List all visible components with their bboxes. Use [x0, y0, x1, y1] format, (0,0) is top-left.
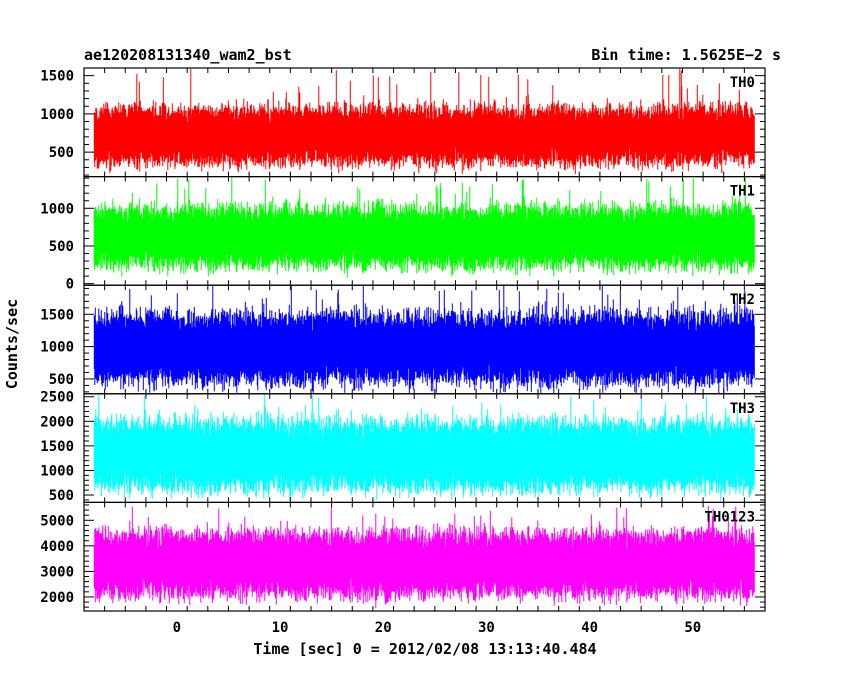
y-tick-label-th1: 1000 [40, 201, 74, 217]
panel-label-th0123: TH0123 [704, 509, 755, 525]
x-tick-label: 50 [684, 620, 701, 636]
panel-label-th3: TH3 [730, 401, 755, 417]
panel-label-th1: TH1 [730, 184, 755, 200]
lightcurve-th1 [93, 177, 755, 278]
panel-frame-th0123 [83, 501, 766, 612]
y-tick-label-th2: 1000 [40, 340, 74, 356]
y-tick-label-th0123: 5000 [40, 513, 74, 529]
y-tick-label-th0: 500 [49, 145, 74, 161]
y-tick-label-th3: 1500 [40, 439, 74, 455]
y-tick-label-th0: 1500 [40, 69, 74, 85]
y-tick-label-th0123: 2000 [40, 590, 74, 606]
y-tick-label-th0123: 3000 [40, 564, 74, 580]
y-tick-label-th3: 2500 [40, 390, 74, 406]
x-tick-label: 30 [478, 620, 495, 636]
lightcurve-th2 [93, 285, 755, 394]
y-tick-label-th2: 500 [49, 372, 74, 388]
plot-title: ae120208131340_wam2_bst [84, 46, 292, 64]
panels-layer [93, 68, 755, 609]
y-tick-label-th0: 1000 [40, 107, 74, 123]
panel-label-th2: TH2 [730, 292, 755, 308]
y-tick-label-th3: 2000 [40, 414, 74, 430]
lightcurve-th0123 [93, 506, 755, 609]
y-tick-label-th2: 1500 [40, 307, 74, 323]
y-axis-label: Counts/sec [3, 299, 21, 389]
y-tick-label-th1: 0 [66, 277, 74, 293]
bin-time-label: Bin time: 1.5625E−2 s [591, 46, 781, 64]
x-axis-label: Time [sec] 0 = 2012/02/08 13:13:40.484 [253, 640, 596, 658]
y-tick-label-th3: 500 [49, 488, 74, 504]
y-tick-label-th1: 500 [49, 239, 74, 255]
x-tick-label: 40 [581, 620, 598, 636]
y-tick-label-th3: 1000 [40, 463, 74, 479]
x-tick-label: 20 [375, 620, 392, 636]
frame-layer: TH050010001500TH105001000TH250010001500T… [40, 67, 766, 636]
lightcurve-th0 [93, 68, 755, 175]
x-tick-label: 10 [272, 620, 289, 636]
y-tick-label-th0123: 4000 [40, 539, 74, 555]
x-tick-label: 0 [173, 620, 181, 636]
lightcurve-th3 [93, 393, 755, 502]
panel-label-th0: TH0 [730, 75, 755, 91]
